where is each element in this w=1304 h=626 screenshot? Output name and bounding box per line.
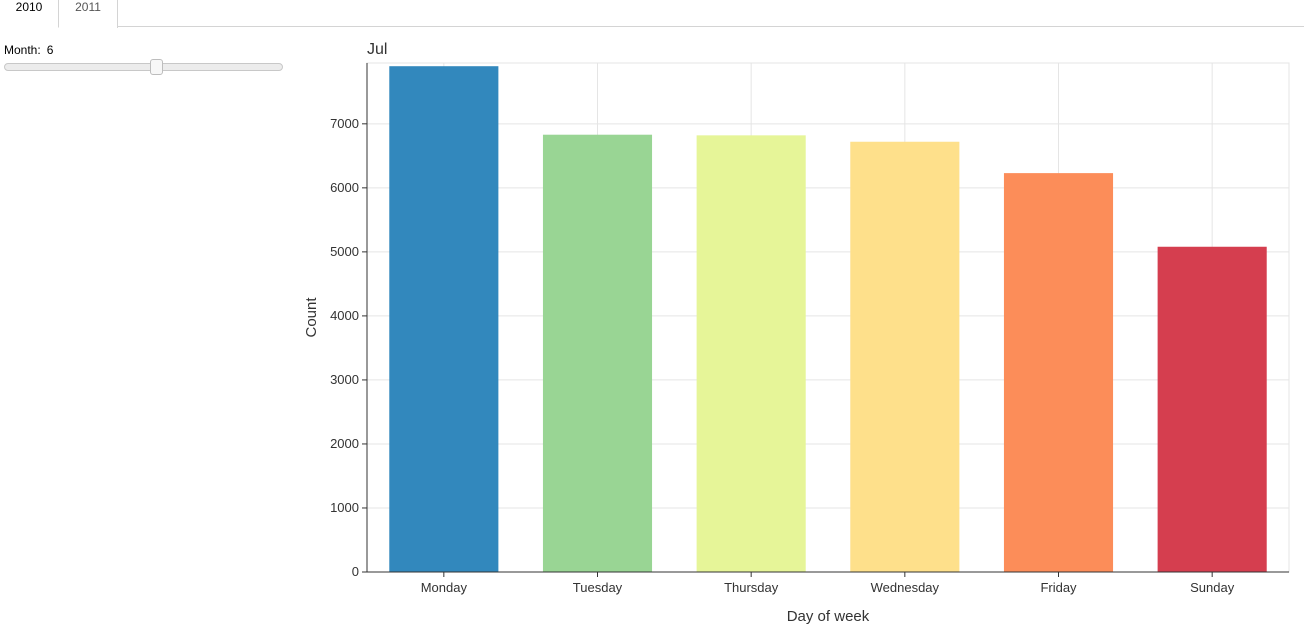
bar-tuesday — [542, 134, 653, 572]
month-slider-track[interactable] — [4, 63, 283, 71]
x-tick-label: Monday — [421, 580, 468, 595]
month-slider-label: Month: 6 — [4, 43, 53, 57]
x-tick-label: Thursday — [724, 580, 779, 595]
bar-monday — [389, 66, 499, 572]
year-tab-bar: 2010 2011 — [0, 0, 1304, 28]
x-tick-label: Wednesday — [871, 580, 940, 595]
y-axis-title: Count — [303, 297, 320, 338]
x-tick-label: Tuesday — [573, 580, 623, 595]
bar-wednesday — [850, 141, 960, 572]
y-tick-label: 1000 — [330, 500, 359, 515]
month-value: 6 — [46, 43, 54, 57]
y-tick-label: 0 — [352, 564, 359, 579]
bar-sunday — [1157, 246, 1267, 572]
x-tick-label: Friday — [1040, 580, 1077, 595]
y-tick-label: 3000 — [330, 372, 359, 387]
bar-thursday — [696, 135, 806, 572]
x-tick-label: Sunday — [1190, 580, 1235, 595]
y-tick-label: 4000 — [330, 308, 359, 323]
y-tick-label: 2000 — [330, 436, 359, 451]
chart-title: Jul — [367, 41, 387, 58]
plot-frame — [366, 62, 1290, 573]
tab-2010[interactable]: 2010 — [0, 0, 59, 28]
x-axis-title: Day of week — [787, 608, 870, 625]
y-tick-label: 6000 — [330, 180, 359, 195]
bar-friday — [1003, 173, 1114, 572]
tab-2011[interactable]: 2011 — [59, 0, 118, 28]
y-tick-label: 7000 — [330, 116, 359, 131]
month-label-text: Month: — [4, 43, 41, 57]
y-tick-label: 5000 — [330, 244, 359, 259]
month-slider-handle[interactable] — [150, 59, 164, 75]
